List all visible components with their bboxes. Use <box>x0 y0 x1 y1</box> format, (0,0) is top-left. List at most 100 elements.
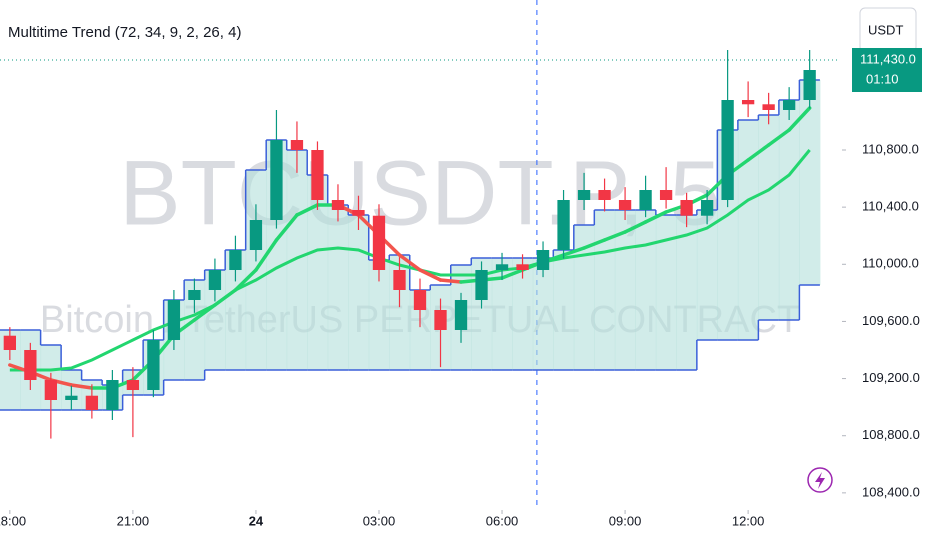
y-tick-label: 109,600.0 <box>862 313 920 328</box>
countdown-label: 01:10 <box>866 71 899 86</box>
candle-body <box>618 200 632 210</box>
candle-body <box>639 190 652 210</box>
trend-line <box>561 246 586 257</box>
x-tick-label: 18:00 <box>0 513 26 528</box>
x-tick-label: 06:00 <box>486 513 519 528</box>
candle-body <box>393 270 406 290</box>
band-fill <box>327 205 349 370</box>
x-tick-label: 09:00 <box>609 513 642 528</box>
y-tick-label: 108,400.0 <box>862 484 920 499</box>
candle-body <box>188 290 201 300</box>
band-fill <box>778 100 800 320</box>
band-fill <box>286 150 308 370</box>
candle-body <box>85 395 99 410</box>
candle-body <box>208 270 222 290</box>
band-fill <box>368 260 390 370</box>
trend-line <box>500 268 525 280</box>
x-tick-label: 24 <box>249 513 264 528</box>
currency-button[interactable]: USDT <box>859 7 917 53</box>
band-fill <box>348 215 370 370</box>
candle-body <box>147 340 160 390</box>
candle-body <box>352 210 365 216</box>
candle-body <box>372 215 386 270</box>
trend-line <box>69 383 94 390</box>
candle-body <box>557 200 570 250</box>
alert-bolt[interactable] <box>815 472 825 489</box>
candle-body <box>270 140 283 220</box>
trend-line <box>213 288 238 307</box>
candle-body <box>516 264 529 270</box>
band-fill <box>184 280 206 380</box>
y-tick-label: 109,200.0 <box>862 370 920 385</box>
candle-body <box>434 310 447 330</box>
indicator-title: Multitime Trend (72, 34, 9, 2, 26, 4) <box>8 24 241 41</box>
band-fill <box>532 258 554 370</box>
candle-body <box>659 190 673 200</box>
trend-line <box>766 128 791 147</box>
candle-body <box>311 150 324 200</box>
trend-line <box>602 230 627 242</box>
last-price-box <box>852 48 922 92</box>
trend-line <box>274 213 299 242</box>
candle-body <box>44 380 58 400</box>
candle-body <box>680 200 693 216</box>
trend-line <box>397 253 422 272</box>
y-tick-label: 110,400.0 <box>862 199 919 214</box>
candle-body <box>106 380 119 410</box>
band-fill <box>573 225 595 370</box>
band-fill <box>512 258 534 370</box>
y-tick-label: 110,000.0 <box>862 256 919 271</box>
band-fill <box>594 210 616 370</box>
candle-body <box>249 220 263 250</box>
trend-line <box>192 303 217 322</box>
x-tick-label: 12:00 <box>732 513 765 528</box>
candle-body <box>495 264 509 270</box>
candle-body <box>577 190 591 200</box>
trend-line <box>787 106 812 132</box>
candle-body <box>24 350 37 380</box>
band-fill <box>799 80 821 285</box>
trend-line <box>746 143 771 162</box>
candle-body <box>762 104 775 110</box>
trend-line <box>254 238 279 272</box>
last-price-label: 111,430.0 <box>860 51 916 66</box>
band-fill <box>491 258 513 370</box>
trend-line <box>643 210 668 224</box>
candle-body <box>741 100 755 105</box>
candle-body <box>3 335 16 350</box>
candle-body <box>290 140 304 150</box>
y-tick-label: 110,800.0 <box>862 141 919 156</box>
currency-label[interactable]: USDT <box>868 22 903 37</box>
candle-body <box>126 380 140 390</box>
candle-body <box>65 395 78 400</box>
candle-body <box>331 200 345 210</box>
trend-line <box>418 268 443 282</box>
candle-body <box>167 300 181 340</box>
band-fill <box>307 175 329 370</box>
moving-average <box>9 149 811 372</box>
candle-body <box>413 290 427 310</box>
band-fill <box>737 120 759 340</box>
plot-area: BTCUSDT.P, 5 Bitcoin / TetherUS PERPETUA… <box>0 0 821 510</box>
band-fill <box>758 115 780 320</box>
candle-body <box>229 250 242 270</box>
x-tick-label: 03:00 <box>363 513 396 528</box>
candle-body <box>803 70 816 100</box>
candle-body <box>598 190 611 200</box>
band-fill <box>635 210 657 370</box>
trend-line <box>623 220 648 234</box>
alert-icon[interactable] <box>807 467 833 493</box>
trend-line <box>233 268 258 292</box>
candle-body <box>536 250 550 270</box>
band-fill <box>676 215 698 370</box>
band-fill <box>696 210 718 340</box>
candle-body <box>454 300 468 330</box>
band-fill <box>655 215 677 370</box>
candle-body <box>700 200 714 216</box>
trend-line <box>582 238 607 250</box>
candle-body <box>782 100 796 110</box>
y-tick-label: 108,800.0 <box>862 427 920 442</box>
x-tick-label: 21:00 <box>117 513 150 528</box>
trend-line <box>438 278 463 284</box>
